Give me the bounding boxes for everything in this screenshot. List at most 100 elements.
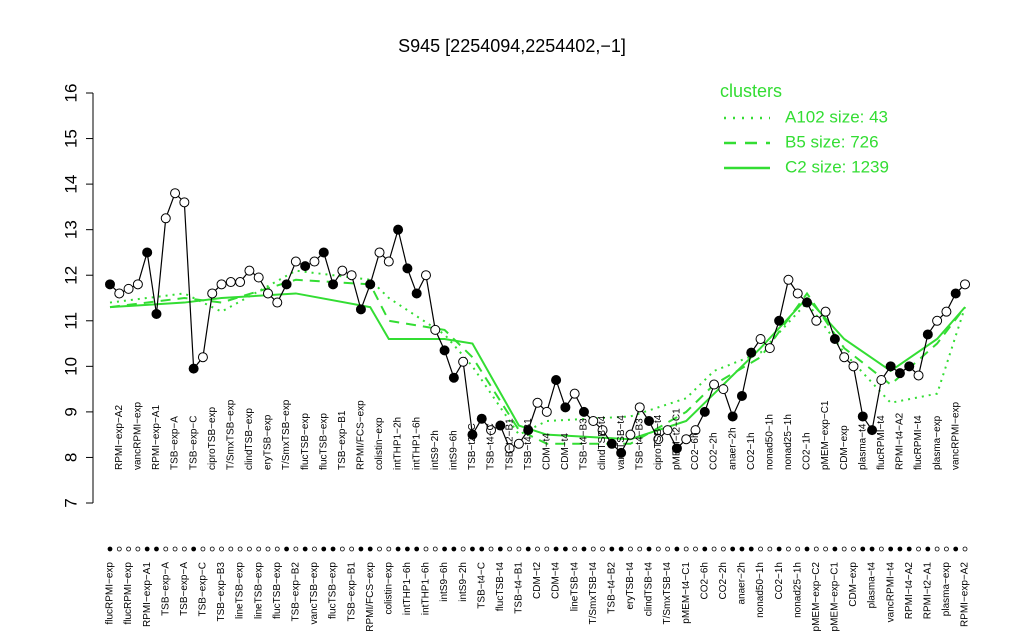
x-tick-label: anaer−2h (727, 427, 738, 470)
rug-dot (702, 546, 708, 552)
sample-point (383, 256, 394, 267)
rug-dot (377, 546, 382, 552)
sample-point (114, 288, 125, 299)
cluster-line (109, 278, 966, 445)
rug-dot (274, 546, 280, 552)
x-tick-label: CO2−6h (690, 432, 701, 470)
rug-dot (404, 546, 410, 552)
rug-dot (813, 546, 819, 552)
rug-dot (869, 546, 875, 552)
rug-dot (451, 546, 457, 552)
rug-dot (386, 546, 392, 552)
sample-point (746, 347, 757, 358)
sample-point (179, 197, 190, 208)
rug-dot (832, 546, 838, 552)
x-tick-label: CDM−t4 (560, 433, 571, 470)
x-tick-label: TSB−t4−C (486, 423, 497, 470)
rug-dot (600, 546, 605, 552)
rug-dot (256, 546, 262, 552)
rug-dot (925, 546, 931, 552)
x-tick-label: clindTSB−exp (244, 408, 255, 470)
x-tick-label: eryTSB−exp (263, 414, 274, 470)
x-tick-label: anaer−2h (737, 562, 748, 605)
rug-dot (228, 546, 234, 552)
rug-dot (758, 546, 763, 552)
x-tick-label: RPMI−exp−A1 (151, 405, 162, 470)
x-tick-label: TSB−t4−B3 (634, 418, 645, 470)
x-tick-label: nonad25−1h (792, 562, 803, 618)
x-tick-label: CDM−exp (839, 425, 850, 470)
rug-dot (470, 546, 475, 552)
x-tick-label: intTHP1−6h (421, 562, 432, 615)
x-tick-label: flucRPMI−t4 (913, 415, 924, 470)
x-tick-label: pMEM−t2−C1 (672, 408, 683, 470)
rug-dot (163, 546, 169, 552)
x-tick-label: TSB−exp−A (179, 562, 190, 616)
rug-dot (711, 546, 717, 552)
sample-point (671, 443, 682, 454)
rug-dot (200, 546, 206, 552)
rug-dot (693, 546, 698, 552)
x-tick-label: RPMI/FCS−exp (356, 400, 367, 470)
rug-dot (646, 546, 652, 552)
x-tick-label: clindTSB−t4 (644, 562, 655, 617)
sample-point (727, 411, 738, 422)
sample-point (551, 375, 562, 385)
sample-point (355, 304, 366, 315)
y-tick-label: 7 (61, 498, 80, 507)
rug-dot (878, 546, 884, 552)
rug-dot (135, 546, 141, 552)
x-tick-label: intS9−2h (458, 562, 469, 602)
x-tick-label: lineTSB−exp (235, 562, 246, 619)
sample-point (188, 363, 199, 374)
x-tick-label: TSB−exp−B2 (291, 562, 302, 622)
sample-point (262, 288, 273, 299)
x-tick-label: intTHP1−6h (411, 417, 422, 470)
sample-point (402, 263, 413, 274)
x-tick-label: intS9−2h (430, 430, 441, 470)
y-tick-label: 16 (61, 84, 80, 103)
x-tick-label: pMEM−exp−C2 (811, 562, 822, 632)
rug-dot (525, 546, 531, 552)
rug-dot (841, 546, 847, 552)
rug-dot (395, 546, 401, 552)
x-tick-label: TSB−t4−B2 (606, 562, 617, 614)
sample-point (216, 279, 227, 290)
sample-point (839, 352, 850, 363)
sample-point (811, 315, 822, 326)
rug-dot (934, 546, 940, 552)
x-tick-label: plasma−exp (941, 562, 952, 617)
rug-dot (888, 546, 894, 552)
sample-point (197, 352, 208, 363)
sample-point (123, 283, 134, 294)
rug-dot (906, 546, 912, 552)
sample-point (792, 288, 803, 299)
sample-point (495, 420, 506, 431)
rug-dot (730, 546, 736, 552)
x-tick-label: flucRPMI−exp (105, 562, 116, 625)
legend-label: C2 size: 1239 (785, 157, 889, 176)
rug-dot (581, 546, 587, 552)
sample-point (867, 425, 878, 436)
sample-point (644, 416, 655, 426)
legend-label: B5 size: 726 (785, 132, 879, 151)
sample-point (309, 256, 320, 267)
sample-point (681, 434, 692, 445)
x-tick-label: ciproTSB−t4 (653, 414, 664, 470)
sample-point (894, 368, 905, 379)
rug-dot (237, 546, 243, 552)
y-tick-label: 12 (61, 266, 80, 285)
sample-point (448, 372, 459, 383)
y-tick-label: 13 (61, 220, 80, 239)
rug-dot (944, 546, 949, 552)
x-tick-label: nonad25−1h (783, 414, 794, 470)
rug-dot (748, 546, 754, 552)
rug-dot (107, 546, 113, 552)
rug-dot (851, 546, 856, 552)
sample-point (783, 274, 794, 285)
sample-point (653, 434, 664, 445)
sample-point (941, 306, 952, 317)
sample-point (281, 279, 292, 290)
sample-point (950, 288, 961, 299)
